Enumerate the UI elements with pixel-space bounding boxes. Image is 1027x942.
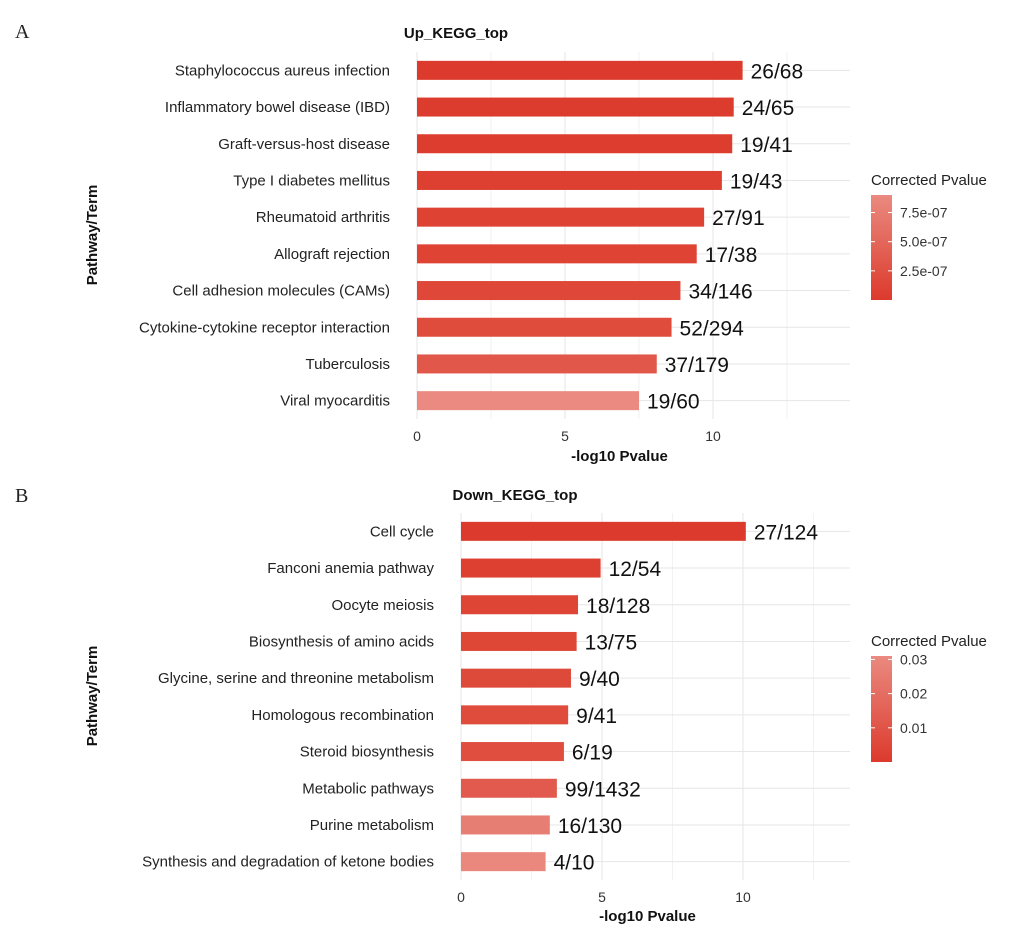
category-label: Inflammatory bowel disease (IBD) (165, 99, 390, 116)
x-tick-label: 0 (457, 889, 465, 905)
legend-tick-label: 7.5e-07 (900, 205, 948, 221)
bar (417, 354, 657, 374)
bar-data-label: 18/128 (586, 595, 650, 618)
y-axis-title: Pathway/Term (84, 185, 101, 286)
bar-data-label: 26/68 (751, 60, 804, 83)
category-label: Synthesis and degradation of ketone bodi… (142, 854, 434, 871)
legend-title: Corrected Pvalue (871, 172, 987, 189)
bar-data-label: 9/40 (579, 668, 620, 691)
bar (461, 558, 601, 578)
bar-data-label: 37/179 (665, 354, 729, 377)
y-axis-title: Pathway/Term (84, 646, 101, 747)
bar-data-label: 4/10 (554, 852, 595, 875)
category-label: Allograft rejection (274, 246, 390, 263)
category-label: Fanconi anemia pathway (267, 560, 434, 577)
category-label: Cell adhesion molecules (CAMs) (172, 283, 390, 300)
bar-data-label: 27/124 (754, 521, 819, 544)
chart-panel-b: B Down_KEGG_top Cell cycle 27/124 Fanconi an… (15, 485, 987, 925)
bar-data-label: 12/54 (609, 558, 662, 581)
x-axis-title: -log10 Pvalue (571, 448, 668, 465)
bar (417, 170, 722, 190)
bar (461, 705, 569, 725)
bar (461, 778, 557, 798)
legend-colorbar (871, 656, 892, 762)
bar (417, 281, 681, 301)
bar-data-label: 19/43 (730, 170, 783, 193)
bar (461, 742, 564, 762)
bar (461, 852, 546, 872)
category-label: Metabolic pathways (302, 780, 434, 797)
panel-letter: B (15, 485, 28, 507)
bar-data-label: 6/19 (572, 742, 613, 765)
x-tick-label: 10 (735, 889, 751, 905)
bar-data-label: 52/294 (680, 317, 745, 340)
category-label: Oocyte meiosis (331, 597, 434, 614)
bar-data-label: 19/41 (740, 134, 793, 157)
bar (417, 97, 734, 117)
bar-data-label: 9/41 (576, 705, 617, 728)
category-label: Purine metabolism (310, 817, 434, 834)
bar (461, 595, 579, 615)
category-label: Graft-versus-host disease (218, 136, 390, 153)
chart-panel-a: A Up_KEGG_top Staphylococcus aureus infect… (15, 21, 987, 465)
x-tick-label: 5 (598, 889, 606, 905)
category-label: Viral myocarditis (280, 393, 390, 410)
legend-tick-label: 0.03 (900, 651, 927, 667)
legend-tick-label: 0.02 (900, 686, 927, 702)
legend-colorbar (871, 195, 892, 300)
category-label: Staphylococcus aureus infection (175, 62, 390, 79)
bar-data-label: 17/38 (705, 244, 758, 267)
x-axis-title: -log10 Pvalue (599, 908, 696, 925)
category-label: Homologous recombination (251, 707, 434, 724)
bar (461, 668, 571, 688)
bar (417, 134, 733, 154)
category-label: Cytokine-cytokine receptor interaction (139, 319, 390, 336)
category-label: Biosynthesis of amino acids (249, 633, 434, 650)
bar-data-label: 99/1432 (565, 778, 641, 801)
x-tick-label: 0 (413, 428, 421, 444)
category-label: Glycine, serine and threonine metabolism (158, 670, 434, 687)
category-label: Steroid biosynthesis (300, 744, 434, 761)
x-tick-label: 10 (705, 428, 721, 444)
category-label: Cell cycle (370, 523, 434, 540)
bar-data-label: 19/60 (647, 391, 700, 414)
bar-data-label: 13/75 (585, 631, 638, 654)
bar-data-label: 24/65 (742, 97, 795, 120)
bar-data-label: 27/91 (712, 207, 765, 230)
bar-data-label: 34/146 (688, 281, 752, 304)
category-label: Tuberculosis (306, 356, 390, 373)
bar (417, 60, 743, 80)
x-tick-label: 5 (561, 428, 569, 444)
legend-tick-label: 0.01 (900, 720, 927, 736)
bar (417, 391, 639, 411)
panel-letter: A (15, 21, 30, 43)
bar (417, 244, 697, 264)
category-label: Rheumatoid arthritis (256, 209, 390, 226)
bar (461, 631, 577, 651)
chart-title: Down_KEGG_top (452, 487, 577, 504)
bar (417, 207, 705, 227)
bar-data-label: 16/130 (558, 815, 622, 838)
legend-tick-label: 2.5e-07 (900, 263, 948, 279)
bar (461, 815, 550, 835)
bar (417, 317, 672, 337)
bar (461, 521, 746, 541)
category-label: Type I diabetes mellitus (233, 172, 390, 189)
legend-tick-label: 5.0e-07 (900, 234, 948, 250)
legend-title: Corrected Pvalue (871, 633, 987, 650)
chart-title: Up_KEGG_top (404, 25, 508, 42)
